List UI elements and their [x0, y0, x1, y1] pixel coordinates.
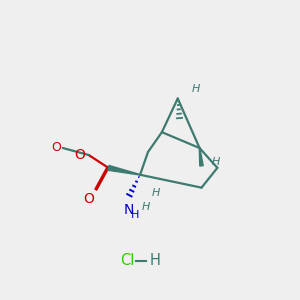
Text: O: O: [84, 192, 94, 206]
Text: O: O: [75, 148, 86, 162]
Text: H: H: [131, 210, 139, 220]
Polygon shape: [199, 148, 203, 166]
Text: H: H: [150, 254, 161, 268]
Text: H: H: [212, 157, 220, 167]
Text: H: H: [152, 188, 160, 198]
Text: O: O: [51, 140, 61, 154]
Text: H: H: [142, 202, 150, 212]
Text: Cl: Cl: [120, 254, 134, 268]
Text: N: N: [124, 203, 134, 218]
Text: H: H: [192, 84, 200, 94]
Polygon shape: [108, 165, 140, 175]
